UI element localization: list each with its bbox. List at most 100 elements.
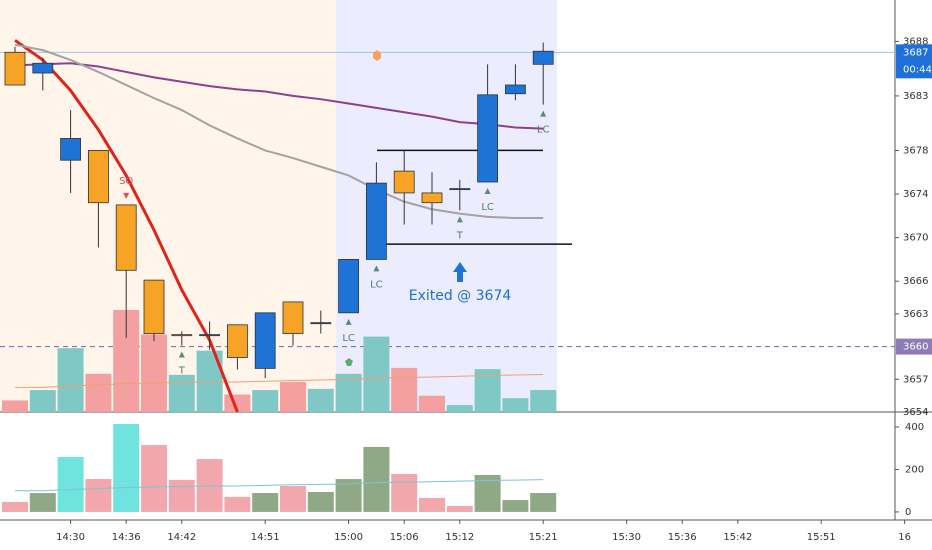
volume-bar [29,493,56,512]
marker [373,50,381,61]
candle-body [338,259,360,314]
moving-average [14,62,544,130]
volume-overlay-bar [530,390,557,412]
price-label: 3687 [903,47,928,58]
candle-body [504,84,526,95]
y-tick-label: 3663 [903,309,928,320]
session-bg [0,0,336,412]
signal-label: LC [342,333,355,344]
signal-marker [123,192,130,199]
signal-marker [540,110,547,117]
volume-overlay-bar [391,367,418,412]
x-tick-label: 15:06 [390,532,419,543]
volume-bar [113,424,140,512]
signal-label: SO [119,176,133,187]
candle-body [4,51,26,86]
candle-body [365,182,387,260]
price-label-box [896,338,932,355]
signal-label: T [456,230,464,241]
volume-bar [502,500,529,512]
volume-bar [168,479,195,512]
x-tick-label: 15:30 [612,532,641,543]
volume-bar [280,486,306,512]
y-tick-label: 3654 [903,407,928,418]
volume-overlay-bar [85,373,112,412]
volume-pane [2,424,557,512]
volume-overlay-bar [141,334,167,412]
volume-overlay-bar [419,395,445,412]
volume-overlay-bar [335,373,362,412]
candle-body [449,188,471,191]
volume-bar [57,456,84,512]
volume-overlay-bar [307,388,334,412]
volume-overlay-bar [502,398,529,412]
signal-marker [484,188,491,195]
axes: 3654 3657 3663 3666 3670 3674 3678 3683 3688 0 200… [56,36,932,543]
x-tick-label: 15:12 [445,532,474,543]
volume-bar [252,493,279,512]
volume-ma [15,479,544,492]
signal-marker [373,265,380,272]
signal-label: LC [481,202,494,213]
candle-body [199,334,221,337]
volume-overlay-bar [280,381,306,412]
volume-ma-overlay [15,374,544,388]
candle-body [143,279,165,334]
candle-body [60,138,81,161]
signal-marker [178,351,185,358]
volume-bar [363,446,390,512]
y-tick-label: 3678 [903,145,928,156]
candle-body [282,301,304,334]
y-tick-label: 200 [905,464,924,475]
candle-body [115,204,137,271]
volume-bar [224,496,251,512]
volume-bar [196,459,223,512]
candle-body [421,192,443,204]
marker [345,358,353,366]
volume-bar [2,501,28,512]
candle-body [254,312,276,369]
x-tick-label: 14:36 [112,532,141,543]
countdown: 00:44 [903,64,932,75]
x-tick-label: 16 [898,532,911,543]
price-label: 3660 [903,342,928,353]
volume-bar [446,505,473,512]
candle-body [393,170,415,194]
y-tick-label: 400 [905,422,924,433]
annotation: Exited @ 3674 [409,288,512,304]
signal-label: T [178,366,186,377]
candle-body [226,324,248,358]
signal-marker [345,318,352,325]
x-tick-label: 15:21 [529,532,558,543]
volume-bar [307,491,334,512]
y-tick-label: 0 [905,507,911,518]
y-tick-label: 3683 [903,91,928,102]
volume-overlay-bar [252,390,279,412]
x-tick-label: 14:51 [251,532,280,543]
signal-label: LC [370,279,383,290]
volume-bar [391,473,418,512]
x-tick-label: 14:30 [56,532,85,543]
volume-bar [141,445,167,512]
y-tick-label: 3666 [903,276,928,287]
volume-bar [530,493,557,512]
volume-bar [85,479,112,512]
candle-body [32,62,54,74]
moving-average [14,43,544,219]
volume-overlay-bar [474,369,501,412]
volume-overlay-bar [168,374,195,412]
x-tick-label: 15:36 [668,532,697,543]
candle-body [88,150,109,204]
y-tick-label: 3670 [903,233,928,244]
candle-body [310,322,332,325]
candle-body [532,50,554,65]
x-tick-label: 15:51 [807,532,836,543]
x-tick-label: 15:42 [723,532,752,543]
x-tick-label: 14:42 [167,532,196,543]
volume-overlay-bar [446,405,473,412]
volume-overlay-bar [2,400,28,412]
volume-bar [419,497,445,512]
y-tick-label: 3688 [903,36,928,47]
volume-overlay-bar [363,336,390,412]
